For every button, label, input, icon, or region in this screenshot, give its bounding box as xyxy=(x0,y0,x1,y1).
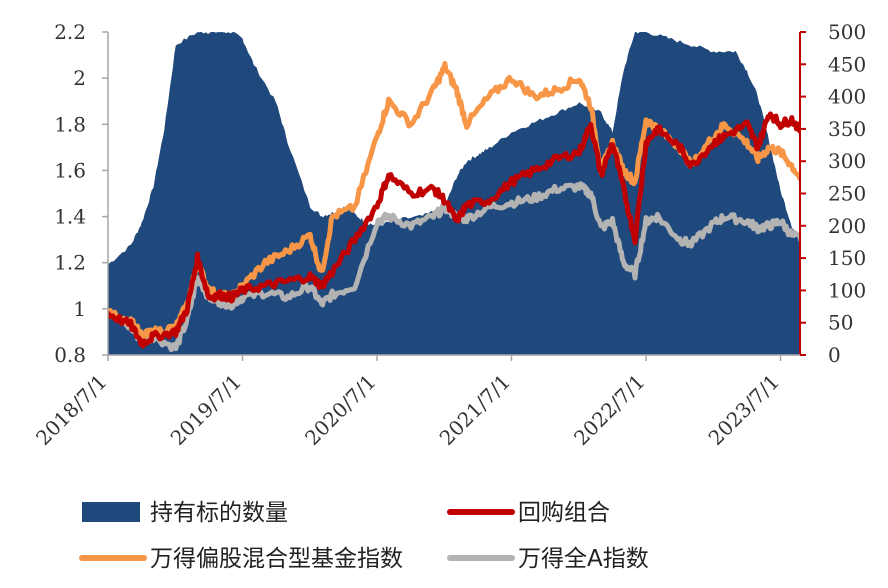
x-axis-tick-label: 2018/7/1 xyxy=(31,370,111,450)
right-axis-tick-label: 50 xyxy=(828,311,853,335)
left-axis-tick-label: 1 xyxy=(73,297,86,321)
left-axis-tick-label: 1.8 xyxy=(54,112,86,136)
right-axis-tick-label: 400 xyxy=(828,85,866,109)
legend-item-mixed_fund: 万得偏股混合型基金指数 xyxy=(79,546,403,572)
holdings-area-layer xyxy=(108,32,800,355)
right-axis-tick-label: 100 xyxy=(828,278,866,302)
right-axis-tick-label: 450 xyxy=(828,52,866,76)
x-axis-tick-label: 2021/7/1 xyxy=(435,370,515,450)
x-axis-tick-label: 2022/7/1 xyxy=(569,370,649,450)
legend-label-wind_all_a: 万得全A指数 xyxy=(518,546,649,572)
left-axis-tick-label: 0.8 xyxy=(54,343,86,367)
buyback-line xyxy=(108,111,800,349)
legend-swatch-holdings xyxy=(82,502,140,522)
right-axis-tick-label: 350 xyxy=(828,117,866,141)
legend-item-wind_all_a: 万得全A指数 xyxy=(447,546,649,572)
x-axis-tick-label: 2020/7/1 xyxy=(300,370,380,450)
x-axis-tick-label: 2023/7/1 xyxy=(704,370,784,450)
left-axis-tick-label: 2.2 xyxy=(54,20,86,44)
legend-item-buyback: 回购组合 xyxy=(447,500,610,526)
right-axis-tick-label: 0 xyxy=(828,343,841,367)
left-axis-tick-label: 1.6 xyxy=(54,158,86,182)
right-axis-tick-label: 300 xyxy=(828,149,866,173)
left-axis-tick-label: 2 xyxy=(73,66,86,90)
legend-item-holdings: 持有标的数量 xyxy=(82,500,288,526)
holdings-area xyxy=(108,32,800,355)
left-axis-tick-label: 1.2 xyxy=(54,251,86,275)
right-axis-tick-label: 150 xyxy=(828,246,866,270)
left-axis-tick-label: 1.4 xyxy=(54,205,86,229)
series-lines-layer xyxy=(108,61,800,353)
legend-label-buyback: 回购组合 xyxy=(518,500,610,526)
legend-label-holdings: 持有标的数量 xyxy=(150,500,288,526)
right-axis-tick-label: 200 xyxy=(828,214,866,238)
right-axis-tick-label: 250 xyxy=(828,182,866,206)
right-axis-tick-label: 500 xyxy=(828,20,866,44)
x-axis-tick-label: 2019/7/1 xyxy=(166,370,246,450)
legend-label-mixed_fund: 万得偏股混合型基金指数 xyxy=(150,546,403,572)
